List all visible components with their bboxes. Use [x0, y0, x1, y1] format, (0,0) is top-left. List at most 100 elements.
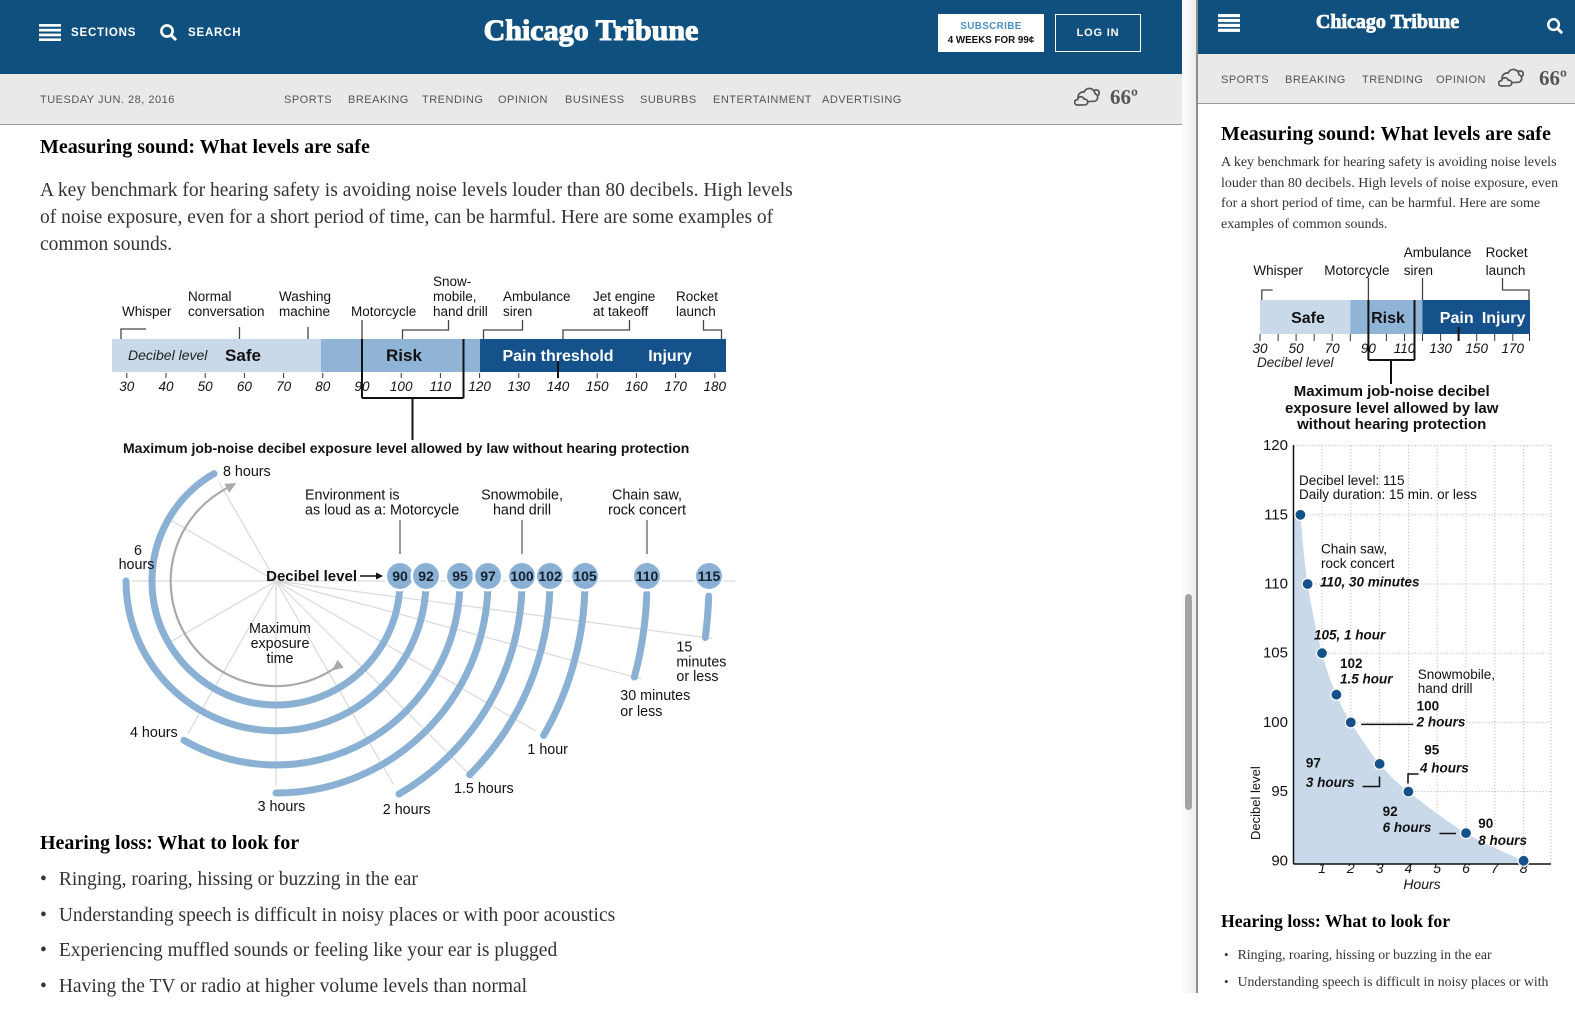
- svg-text:95: 95: [1424, 743, 1440, 758]
- svg-text:120: 120: [468, 379, 491, 394]
- svg-text:launch: launch: [1486, 263, 1526, 278]
- svg-text:Pain: Pain: [1440, 310, 1474, 327]
- svg-text:launch: launch: [676, 304, 716, 319]
- svg-text:50: 50: [198, 379, 214, 394]
- svg-text:8 hours: 8 hours: [223, 464, 271, 480]
- svg-text:110, 30 minutes: 110, 30 minutes: [1320, 575, 1420, 590]
- svg-text:150: 150: [1465, 341, 1488, 356]
- svg-text:Ambulance: Ambulance: [1404, 245, 1472, 260]
- svg-text:170: 170: [1502, 341, 1525, 356]
- svg-text:1.5 hour: 1.5 hour: [1340, 672, 1393, 687]
- svg-text:Maximum job-noise decibel: Maximum job-noise decibel: [1294, 383, 1490, 400]
- svg-text:92: 92: [1383, 804, 1398, 819]
- svg-text:2: 2: [1346, 860, 1355, 876]
- svg-text:3 hours: 3 hours: [1306, 775, 1355, 790]
- svg-text:conversation: conversation: [188, 304, 265, 319]
- svg-text:3: 3: [1376, 860, 1384, 876]
- svg-text:mobile,: mobile,: [433, 289, 477, 304]
- svg-text:115: 115: [1264, 506, 1288, 523]
- svg-text:Safe: Safe: [1291, 310, 1325, 327]
- svg-text:hand drill: hand drill: [1418, 681, 1473, 696]
- svg-text:80: 80: [315, 379, 331, 394]
- svg-text:as loud as a: Motorcycle: as loud as a: Motorcycle: [305, 502, 459, 518]
- svg-text:Whisper: Whisper: [1253, 263, 1303, 278]
- svg-text:rock concert: rock concert: [608, 502, 686, 518]
- svg-text:Decibel level: Decibel level: [266, 568, 357, 585]
- svg-text:60: 60: [237, 379, 253, 394]
- svg-text:Decibel level: Decibel level: [1257, 355, 1335, 370]
- svg-text:Safe: Safe: [225, 346, 261, 365]
- svg-text:Snow-: Snow-: [433, 274, 471, 289]
- svg-text:70: 70: [276, 379, 292, 394]
- svg-text:2 hours: 2 hours: [1416, 714, 1466, 729]
- svg-text:160: 160: [625, 379, 648, 394]
- svg-text:Motorcycle: Motorcycle: [351, 304, 416, 319]
- svg-text:97: 97: [480, 568, 496, 584]
- svg-text:90: 90: [1478, 816, 1493, 831]
- svg-text:40: 40: [158, 379, 174, 394]
- svg-text:4 hours: 4 hours: [130, 725, 178, 741]
- svg-text:Decibel level: 115: Decibel level: 115: [1299, 473, 1405, 488]
- svg-text:hand drill: hand drill: [493, 502, 551, 518]
- svg-text:50: 50: [1289, 341, 1305, 356]
- svg-text:or less: or less: [620, 704, 662, 720]
- svg-text:minutes: minutes: [676, 655, 726, 671]
- svg-text:120: 120: [1263, 440, 1288, 454]
- svg-text:Decibel level: Decibel level: [1248, 766, 1263, 840]
- svg-text:105: 105: [573, 568, 597, 584]
- svg-text:110: 110: [1394, 341, 1416, 356]
- svg-text:6: 6: [134, 543, 142, 559]
- svg-text:95: 95: [452, 568, 468, 584]
- svg-text:Snowmobile,: Snowmobile,: [481, 488, 563, 504]
- svg-text:Rocket: Rocket: [676, 289, 718, 304]
- svg-text:Jet engine: Jet engine: [593, 289, 655, 304]
- svg-text:Daily duration: 15 min. or les: Daily duration: 15 min. or less: [1299, 487, 1477, 502]
- svg-text:exposure level allowed by law: exposure level allowed by law: [1285, 400, 1499, 417]
- svg-text:105, 1 hour: 105, 1 hour: [1314, 628, 1386, 643]
- svg-text:Chain saw,: Chain saw,: [612, 488, 682, 504]
- svg-text:hand drill: hand drill: [433, 304, 488, 319]
- svg-text:Injury: Injury: [1482, 310, 1526, 327]
- svg-text:5: 5: [1433, 860, 1441, 876]
- svg-text:3 hours: 3 hours: [258, 799, 306, 815]
- svg-text:2 hours: 2 hours: [383, 802, 431, 818]
- svg-text:Chain saw,: Chain saw,: [1321, 542, 1387, 557]
- svg-text:100: 100: [1417, 699, 1440, 714]
- svg-text:1: 1: [1318, 860, 1326, 876]
- svg-text:time: time: [266, 651, 293, 667]
- svg-text:30: 30: [119, 379, 135, 394]
- svg-text:102: 102: [538, 568, 562, 584]
- svg-text:30: 30: [1252, 341, 1268, 356]
- svg-text:115: 115: [698, 568, 721, 584]
- svg-text:110: 110: [636, 568, 659, 584]
- svg-text:97: 97: [1306, 756, 1321, 771]
- svg-text:Maximum: Maximum: [249, 621, 311, 637]
- svg-text:at takeoff: at takeoff: [593, 304, 649, 319]
- svg-text:Risk: Risk: [386, 346, 422, 365]
- svg-text:Environment is: Environment is: [305, 488, 400, 504]
- svg-text:6 hours: 6 hours: [1383, 820, 1432, 835]
- svg-text:140: 140: [547, 379, 570, 394]
- svg-text:or less: or less: [676, 669, 718, 685]
- svg-text:180: 180: [704, 379, 727, 394]
- svg-text:Whisper: Whisper: [122, 304, 172, 319]
- svg-text:105: 105: [1263, 645, 1288, 662]
- svg-text:Normal: Normal: [188, 289, 232, 304]
- svg-text:15: 15: [676, 640, 692, 656]
- svg-text:110: 110: [430, 379, 452, 394]
- svg-text:4: 4: [1405, 860, 1413, 876]
- svg-text:100: 100: [1263, 714, 1288, 731]
- svg-text:Risk: Risk: [1371, 310, 1405, 327]
- svg-text:Decibel level: Decibel level: [128, 347, 208, 363]
- svg-text:6: 6: [1462, 860, 1470, 876]
- svg-text:rock concert: rock concert: [1321, 556, 1395, 571]
- svg-text:Rocket: Rocket: [1486, 245, 1528, 260]
- svg-text:90: 90: [1271, 852, 1288, 869]
- svg-text:hours: hours: [119, 557, 155, 573]
- svg-text:95: 95: [1271, 783, 1288, 800]
- svg-text:100: 100: [510, 568, 534, 584]
- svg-text:Injury: Injury: [648, 348, 692, 365]
- svg-text:100: 100: [390, 379, 413, 394]
- svg-text:30 minutes: 30 minutes: [620, 688, 690, 704]
- svg-text:92: 92: [418, 568, 434, 584]
